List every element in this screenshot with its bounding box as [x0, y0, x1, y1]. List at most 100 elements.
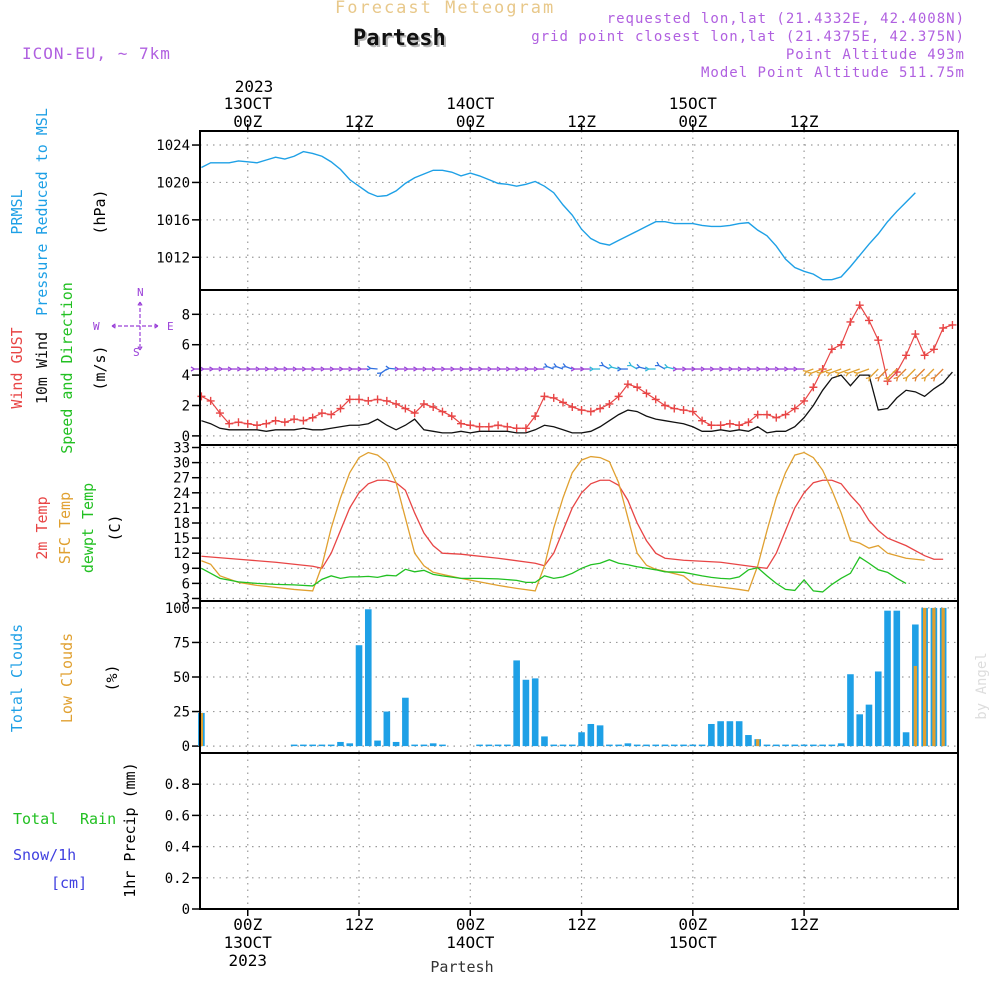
wind-direction-arrow: [301, 366, 313, 372]
wind-direction-arrow: [672, 366, 684, 372]
y-tick-label: 15: [173, 531, 190, 547]
wind-gust-point: [716, 421, 725, 430]
wind-direction-arrow: [255, 366, 267, 372]
wind-gust-point: [651, 395, 660, 404]
total-cloud-bar: [782, 744, 789, 747]
total-cloud-bar: [411, 744, 418, 747]
temp-2m-line: [201, 479, 944, 570]
pressure-line: [201, 150, 916, 281]
wind-gust-point: [447, 412, 456, 421]
bottom-date-label: 14OCT: [446, 933, 495, 952]
wind-gust-line: [201, 304, 953, 429]
wind-direction-arrow: [274, 366, 285, 372]
wind-gust-point: [197, 392, 206, 401]
wind-direction-arrow: [283, 366, 295, 372]
wind-direction-arrow: [413, 366, 424, 372]
y-tick-label: 50: [173, 670, 190, 686]
wind-gust-point: [494, 421, 503, 430]
wind-gust-point: [679, 406, 688, 415]
y-tick-label: 25: [173, 705, 190, 721]
wind-direction-arrow: [320, 366, 332, 372]
wind-gust-point: [438, 407, 447, 416]
total-cloud-bar: [652, 744, 660, 747]
total-cloud-bar: [624, 743, 632, 747]
wind-gust-point: [568, 403, 577, 412]
wind-direction-arrow: [459, 366, 471, 372]
temp-unit-label: (C): [106, 514, 124, 541]
bottom-date-label: 15OCT: [669, 933, 718, 952]
wind-gust-point: [531, 412, 540, 421]
wind-gust-label: Wind GUST: [8, 327, 26, 408]
top-hour-label: 00Z: [678, 112, 707, 131]
wind-direction-arrow: [884, 368, 898, 382]
wind-direction-arrow: [835, 368, 851, 377]
y-tick-label: 0.2: [165, 871, 190, 887]
wind-gust-point: [253, 421, 262, 430]
total-cloud-bar: [633, 744, 641, 747]
wind-gust-point: [234, 418, 243, 427]
wind-gust-point: [707, 421, 716, 430]
wind-direction-arrow: [478, 366, 489, 372]
total-cloud-bar: [763, 744, 771, 747]
pressure-label-long: Pressure Reduced to MSL: [33, 108, 51, 316]
wind-gust-point: [939, 323, 948, 332]
wind-gust-point: [262, 419, 271, 428]
wind-gust-point: [670, 404, 679, 413]
wind-direction-arrow: [431, 366, 443, 372]
wind-gust-point: [605, 399, 614, 408]
wind-gust-point: [280, 418, 289, 427]
wind-gust-point: [401, 404, 410, 413]
wind-gust-point: [373, 395, 382, 404]
y-tick-label: 8: [182, 307, 190, 323]
y-tick-label: 6: [182, 338, 190, 354]
bottom-year-label: 2023: [228, 951, 267, 970]
wind-direction-arrow: [377, 368, 388, 377]
wind-direction-arrow: [403, 366, 415, 372]
total-cloud-bar: [717, 721, 724, 747]
precip-total-label: Total: [13, 810, 58, 828]
wind-gust-point: [206, 396, 215, 405]
wind-gust-point: [827, 345, 836, 354]
wind-gust-point: [429, 403, 438, 412]
wind-gust-point: [503, 422, 512, 431]
wind-gust-point: [837, 340, 846, 349]
wind-direction-arrow: [691, 366, 703, 372]
requested-coordinates: requested lon,lat (21.4332E, 42.4008N): [606, 11, 965, 27]
y-tick-label: 1020: [156, 175, 190, 191]
top-hour-label: 00Z: [233, 112, 262, 131]
wind-direction-arrow: [875, 368, 888, 382]
wind-gust-point: [466, 421, 475, 430]
wind-gust-point: [698, 416, 707, 425]
low-cloud-bar: [913, 665, 917, 747]
wind-direction-arrow: [728, 366, 740, 372]
panel-frame-pressure: [199, 130, 959, 291]
wind-gust-point: [800, 396, 809, 405]
y-tick-label: 0.6: [165, 808, 190, 824]
wind-direction-arrow: [422, 366, 434, 372]
wind-gust-point: [642, 389, 651, 398]
wind-gust-point: [392, 399, 401, 408]
precip-cm-label: [cm]: [51, 874, 87, 892]
wind-gust-point: [540, 392, 549, 401]
top-hour-label: 00Z: [456, 112, 485, 131]
pressure-label-short: PRMSL: [8, 189, 26, 234]
wind-gust-point: [660, 401, 669, 410]
low-cloud-bar: [756, 739, 760, 747]
wind-direction-arrow: [589, 366, 601, 372]
wind-direction-arrow: [644, 366, 656, 372]
wind-gust-point: [929, 345, 938, 354]
chart-title: Forecast Meteogram: [335, 0, 556, 18]
wind-direction-arrow: [902, 368, 916, 382]
wind-gust-point: [753, 410, 762, 419]
wind-gust-point: [920, 351, 929, 360]
point-altitude: Point Altitude 493m: [785, 47, 965, 63]
wind-gust-point: [484, 422, 493, 431]
low-cloud-bar: [932, 607, 936, 747]
wind-direction-arrow: [816, 368, 833, 377]
wind-direction-arrow: [765, 366, 777, 372]
total-cloud-bar: [476, 744, 483, 747]
total-cloud-bar: [290, 744, 298, 747]
wind-direction-arrow: [366, 365, 378, 371]
